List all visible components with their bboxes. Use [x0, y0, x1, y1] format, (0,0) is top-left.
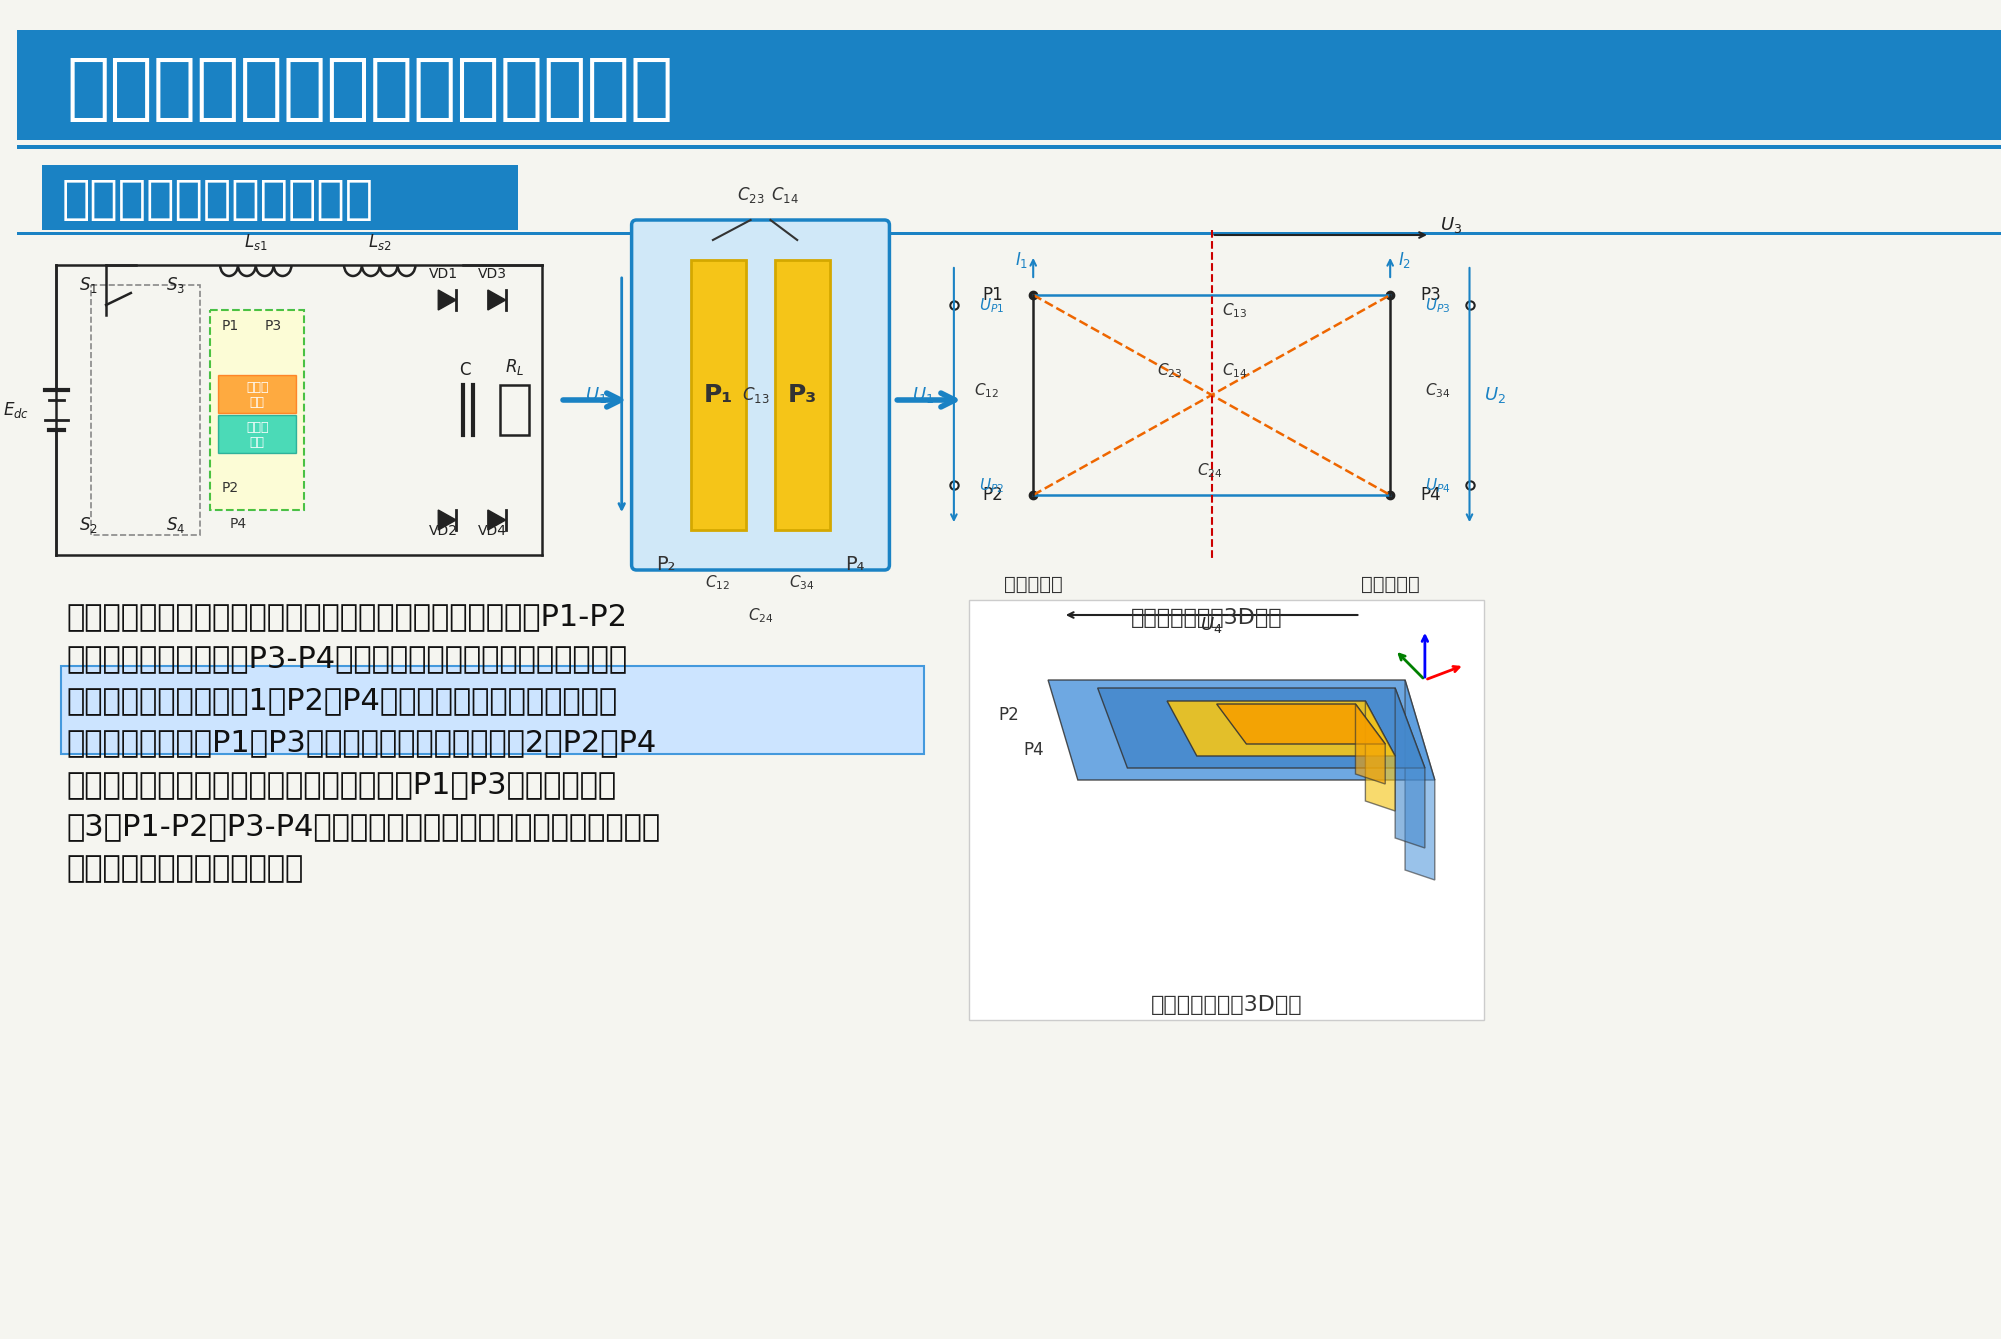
- Bar: [16, 29, 2001, 141]
- Text: $C_{12}$: $C_{12}$: [974, 382, 998, 400]
- Text: P₃: P₃: [788, 383, 816, 407]
- Text: $C_{24}$: $C_{24}$: [1197, 461, 1223, 479]
- Polygon shape: [1365, 702, 1395, 811]
- Text: $I_2$: $I_2$: [1399, 250, 1411, 270]
- Bar: [16, 232, 2001, 236]
- Text: $U_3$: $U_3$: [1441, 216, 1463, 236]
- Text: VD3: VD3: [478, 266, 508, 281]
- Text: P₁: P₁: [704, 383, 732, 407]
- Text: $L_{s2}$: $L_{s2}$: [368, 232, 392, 252]
- Text: P₄: P₄: [844, 554, 864, 574]
- Text: P3: P3: [264, 319, 282, 333]
- Text: $E_{dc}$: $E_{dc}$: [2, 400, 28, 420]
- Text: 强电场
区域: 强电场 区域: [246, 382, 268, 408]
- Text: $C_{13}$: $C_{13}$: [1221, 301, 1247, 320]
- Text: VD1: VD1: [428, 266, 458, 281]
- Text: P2: P2: [982, 486, 1003, 503]
- Text: $U_2$: $U_2$: [1485, 386, 1507, 404]
- Text: VD2: VD2: [428, 524, 458, 538]
- Bar: [62, 665, 924, 754]
- Text: 层叠式耦合机构3D模型: 层叠式耦合机构3D模型: [1151, 995, 1303, 1015]
- Text: $S_1$: $S_1$: [78, 274, 98, 295]
- Text: $U_1$: $U_1$: [912, 386, 934, 404]
- Text: 电场耦合无线电能传输技术展望: 电场耦合无线电能传输技术展望: [66, 55, 674, 125]
- Text: $C_{34}$: $C_{34}$: [788, 573, 814, 592]
- Text: $C_{12}$: $C_{12}$: [704, 573, 730, 592]
- Text: $R_L$: $R_L$: [504, 358, 524, 378]
- Polygon shape: [1099, 688, 1425, 769]
- Text: 电能拾取端: 电能拾取端: [1361, 574, 1419, 595]
- Text: 为发射端的两块极板，P3-P4为接收端的耦合极板。层叠式耦合机: 为发射端的两块极板，P3-P4为接收端的耦合极板。层叠式耦合机: [66, 644, 628, 674]
- Polygon shape: [488, 291, 506, 311]
- Bar: [16, 145, 2001, 149]
- Polygon shape: [1405, 680, 1435, 880]
- Text: $U_{P1}$: $U_{P1}$: [978, 296, 1005, 315]
- Text: 构主要有以下特点：（1）P2与P4作为外层低压极板，采用中心: 构主要有以下特点：（1）P2与P4作为外层低压极板，采用中心: [66, 686, 618, 715]
- Polygon shape: [1395, 688, 1425, 848]
- Text: $C_{14}$: $C_{14}$: [772, 185, 798, 205]
- Polygon shape: [488, 510, 506, 530]
- Bar: [210, 311, 304, 510]
- Text: $L_{s1}$: $L_{s1}$: [244, 232, 268, 252]
- Bar: [218, 375, 296, 412]
- Text: $C_{23}$: $C_{23}$: [736, 185, 764, 205]
- Text: 弱电场
区域: 弱电场 区域: [246, 420, 268, 449]
- FancyBboxPatch shape: [632, 220, 888, 570]
- Text: 电能发射端的两块极板与拾取端的两块极板采取对称布局，P1-P2: 电能发射端的两块极板与拾取端的两块极板采取对称布局，P1-P2: [66, 603, 628, 631]
- Bar: [690, 260, 746, 530]
- Text: C: C: [460, 362, 470, 379]
- Text: 层叠式耦合机构电路模型: 层叠式耦合机构电路模型: [62, 178, 374, 224]
- Text: $S_3$: $S_3$: [166, 274, 184, 295]
- Text: （3）P1-P2与P3-P4之间的距离较小，目的是构成较大的等效电: （3）P1-P2与P3-P4之间的距离较小，目的是构成较大的等效电: [66, 811, 660, 841]
- Text: 电能发射端: 电能发射端: [1005, 574, 1063, 595]
- Text: P3: P3: [1421, 287, 1441, 304]
- Text: P2: P2: [222, 481, 240, 495]
- Bar: [776, 260, 830, 530]
- Text: 的极板面积大，其构成的等效电容并不会被P1与P3极板所消除。: 的极板面积大，其构成的等效电容并不会被P1与P3极板所消除。: [66, 770, 616, 799]
- Bar: [968, 600, 1485, 1020]
- Text: 层叠式耦合机构3D模型: 层叠式耦合机构3D模型: [1131, 608, 1283, 628]
- Text: P4: P4: [1421, 486, 1441, 503]
- Bar: [218, 415, 296, 453]
- Text: $C_{14}$: $C_{14}$: [1221, 362, 1247, 380]
- Text: P₂: P₂: [656, 554, 676, 574]
- Text: $S_4$: $S_4$: [166, 516, 186, 536]
- Text: $U_{P4}$: $U_{P4}$: [1425, 475, 1451, 494]
- Text: P4: P4: [1023, 740, 1045, 759]
- Text: P2: P2: [998, 706, 1019, 724]
- Text: 凹槽的形式，使得P1与P3极板可以分别嵌入其中。（2）P2与P4: 凹槽的形式，使得P1与P3极板可以分别嵌入其中。（2）P2与P4: [66, 728, 656, 757]
- Bar: [92, 285, 200, 536]
- Text: $U_{P2}$: $U_{P2}$: [978, 475, 1005, 494]
- Text: $S_2$: $S_2$: [78, 516, 98, 536]
- Bar: [500, 386, 530, 435]
- Text: $I_1$: $I_1$: [1015, 250, 1029, 270]
- Text: $U_4$: $U_4$: [1201, 615, 1223, 635]
- Polygon shape: [438, 291, 456, 311]
- Text: 容，以减小补偿电感的体积。: 容，以减小补偿电感的体积。: [66, 854, 304, 882]
- Text: $C_{23}$: $C_{23}$: [1157, 362, 1183, 380]
- Polygon shape: [1167, 702, 1395, 757]
- Text: $C_{34}$: $C_{34}$: [1425, 382, 1451, 400]
- Text: $C_{13}$: $C_{13}$: [742, 386, 768, 404]
- Text: $C_{24}$: $C_{24}$: [748, 607, 772, 625]
- Bar: [42, 165, 518, 230]
- Polygon shape: [1217, 704, 1385, 744]
- Text: P1: P1: [222, 319, 240, 333]
- Text: VD4: VD4: [478, 524, 508, 538]
- Polygon shape: [1049, 680, 1435, 781]
- Text: P1: P1: [982, 287, 1003, 304]
- Polygon shape: [1355, 704, 1385, 785]
- Text: $U_{P3}$: $U_{P3}$: [1425, 296, 1451, 315]
- Text: $U_1$: $U_1$: [584, 386, 606, 404]
- Polygon shape: [438, 510, 456, 530]
- Text: P4: P4: [230, 517, 248, 532]
